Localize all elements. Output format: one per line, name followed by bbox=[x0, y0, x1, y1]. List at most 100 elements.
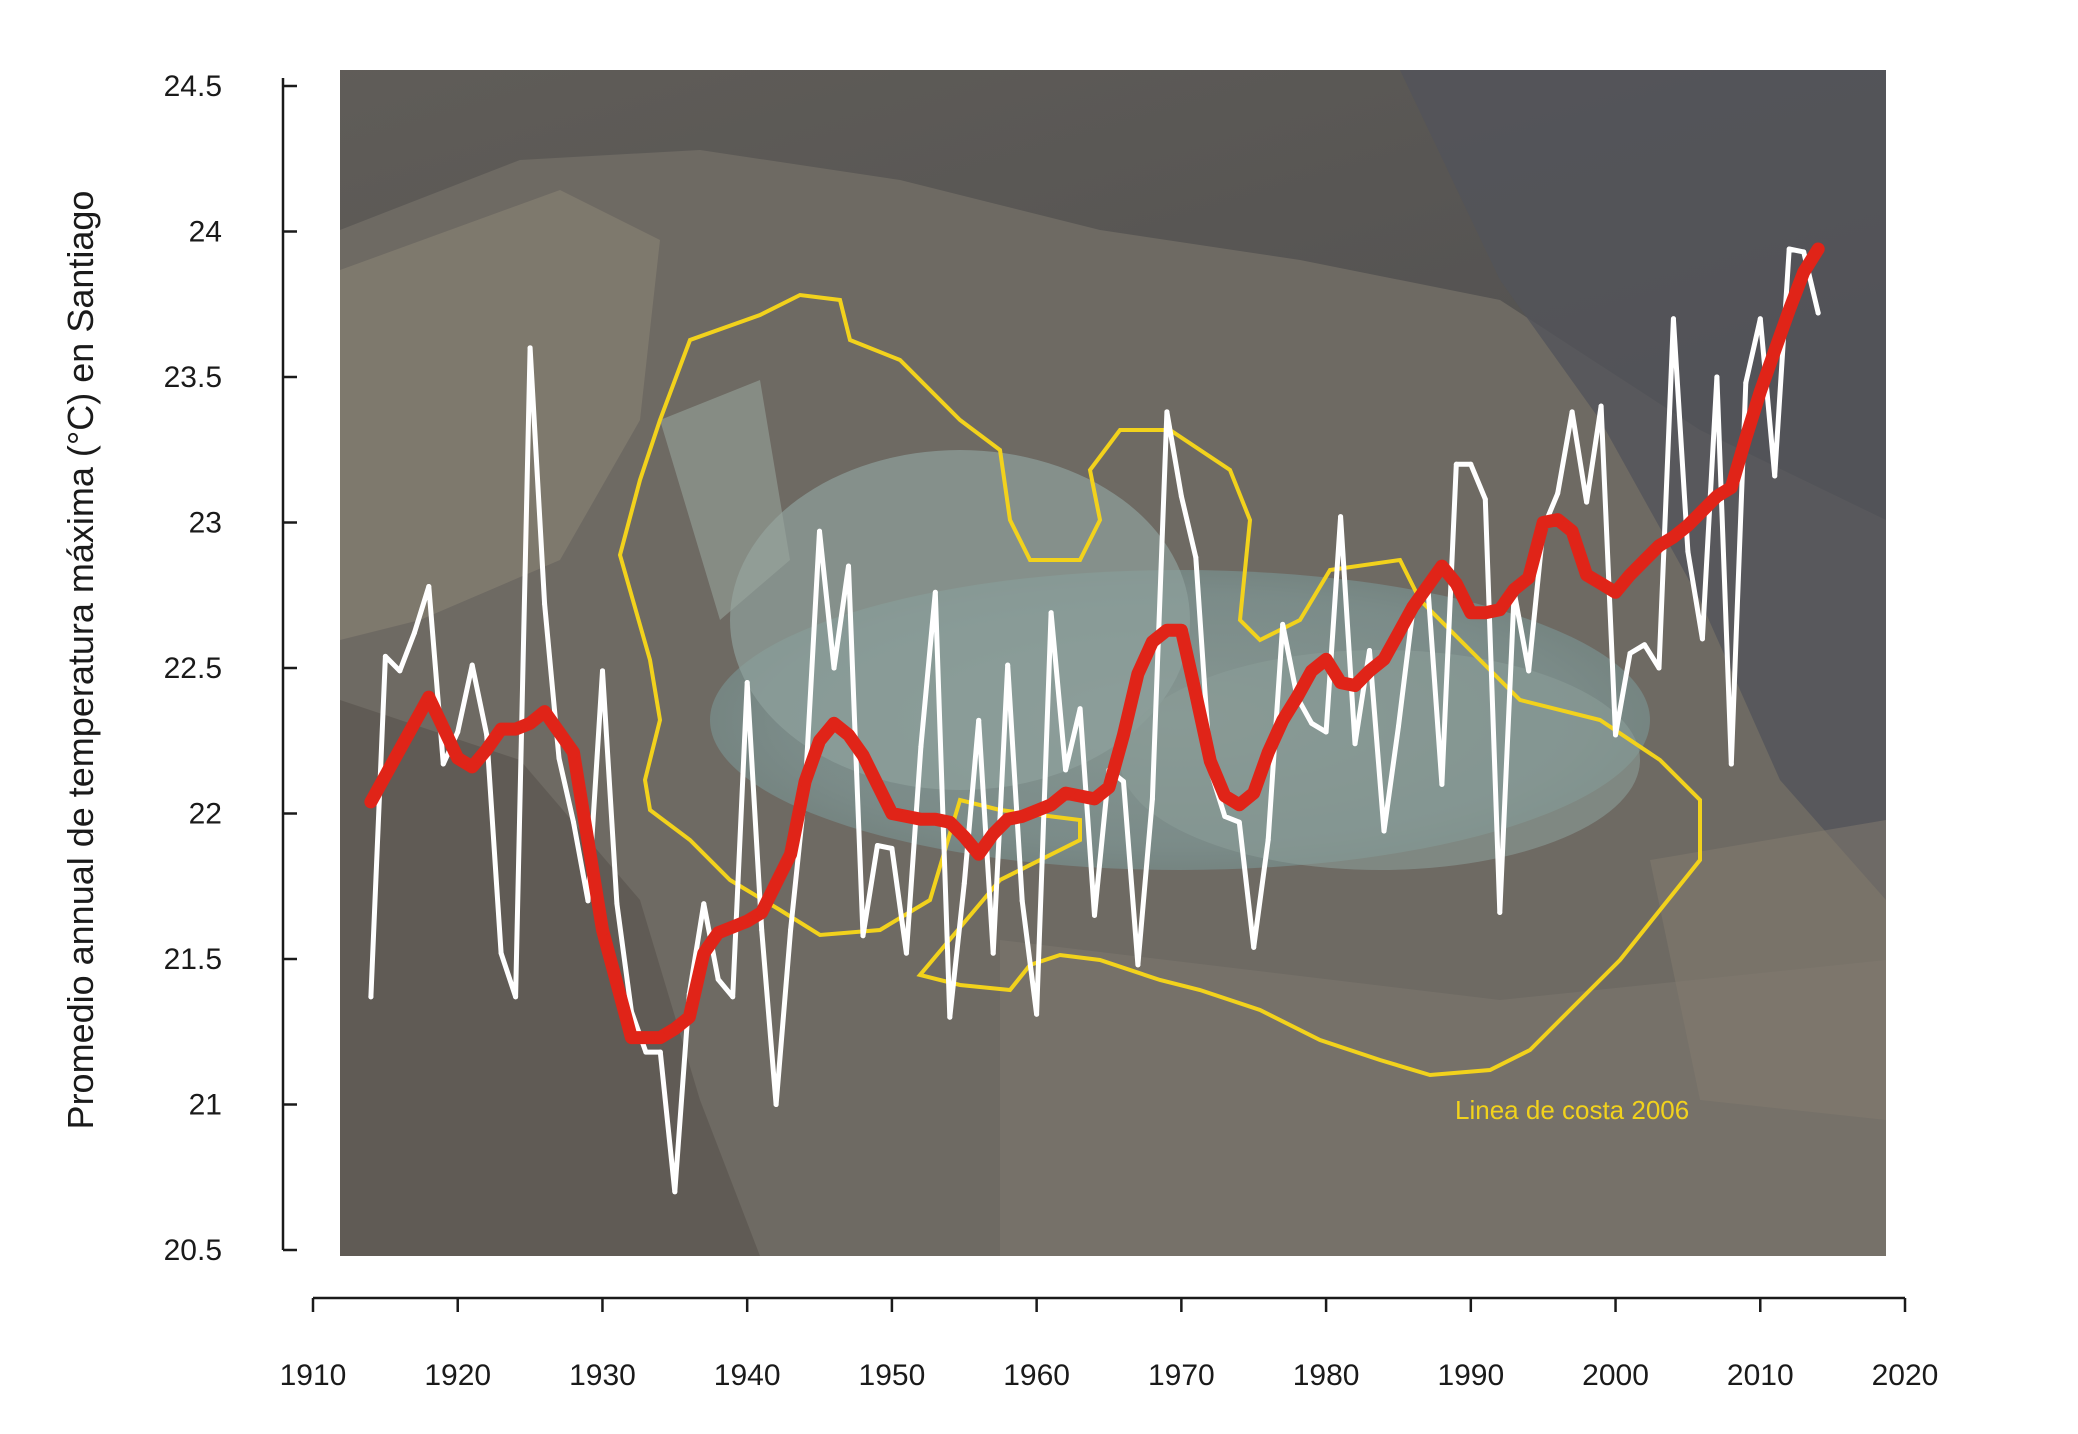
data-point bbox=[1656, 665, 1662, 671]
y-tick-label: 20.5 bbox=[164, 1234, 222, 1267]
data-point bbox=[1338, 514, 1344, 520]
x-tick-label: 1930 bbox=[569, 1359, 636, 1392]
trend-point bbox=[1131, 667, 1144, 680]
y-tick-label: 24.5 bbox=[164, 70, 222, 103]
trend-point bbox=[856, 749, 869, 762]
data-point bbox=[947, 1014, 953, 1020]
y-tick-label: 22.5 bbox=[164, 652, 222, 685]
trend-point bbox=[1638, 554, 1651, 567]
data-point bbox=[715, 976, 721, 982]
x-tick-label: 1910 bbox=[280, 1359, 347, 1392]
data-point bbox=[1222, 813, 1228, 819]
trend-point bbox=[1479, 606, 1492, 619]
x-tick-label: 2020 bbox=[1872, 1359, 1939, 1392]
annotation-layer: Linea de costa 2006 bbox=[1455, 1095, 1689, 1125]
data-point bbox=[513, 994, 519, 1000]
trend-point bbox=[1291, 691, 1304, 704]
trend-point bbox=[1754, 385, 1767, 398]
trend-point bbox=[1464, 606, 1477, 619]
trend-point bbox=[625, 1031, 638, 1044]
trend-point bbox=[1421, 580, 1434, 593]
trend-point bbox=[958, 830, 971, 843]
trend-point bbox=[393, 743, 406, 756]
data-point bbox=[1670, 316, 1676, 322]
data-point bbox=[1265, 837, 1271, 843]
data-point bbox=[1048, 610, 1054, 616]
data-point bbox=[1786, 246, 1792, 252]
data-point bbox=[614, 901, 620, 907]
data-point bbox=[672, 1189, 678, 1195]
data-point bbox=[1453, 461, 1459, 467]
trend-point bbox=[1566, 525, 1579, 538]
trend-point bbox=[524, 717, 537, 730]
data-point bbox=[1193, 554, 1199, 560]
data-point bbox=[874, 843, 880, 849]
data-point bbox=[1728, 761, 1734, 767]
data-point bbox=[744, 680, 750, 686]
data-point bbox=[527, 345, 533, 351]
trend-point bbox=[1696, 504, 1709, 517]
data-point bbox=[1236, 819, 1242, 825]
trend-point bbox=[1117, 728, 1130, 741]
trend-point bbox=[987, 827, 1000, 840]
trend-point bbox=[1812, 242, 1825, 255]
trend-point bbox=[509, 723, 522, 736]
trend-point bbox=[1537, 516, 1550, 529]
trend-point bbox=[799, 775, 812, 788]
data-point bbox=[961, 880, 967, 886]
trend-point bbox=[1305, 664, 1318, 677]
trend-point bbox=[654, 1031, 667, 1044]
x-tick-label: 1960 bbox=[1003, 1359, 1070, 1392]
trend-point bbox=[871, 778, 884, 791]
trend-point bbox=[1349, 679, 1362, 692]
data-point bbox=[1757, 316, 1763, 322]
data-point bbox=[643, 1049, 649, 1055]
x-tick-label: 1990 bbox=[1437, 1359, 1504, 1392]
trend-point bbox=[1363, 664, 1376, 677]
data-point bbox=[1323, 729, 1329, 735]
trend-point bbox=[1146, 635, 1159, 648]
x-tick-label: 1940 bbox=[714, 1359, 781, 1392]
data-point bbox=[585, 898, 591, 904]
trend-point bbox=[885, 807, 898, 820]
trend-point bbox=[1059, 787, 1072, 800]
data-point bbox=[831, 665, 837, 671]
x-tick-label: 2000 bbox=[1582, 1359, 1649, 1392]
trend-point bbox=[668, 1022, 681, 1035]
data-point bbox=[817, 528, 823, 534]
trend-point bbox=[828, 717, 841, 730]
data-point bbox=[1598, 403, 1604, 409]
data-point bbox=[426, 584, 432, 590]
x-tick-label: 1980 bbox=[1293, 1359, 1360, 1392]
data-point bbox=[1699, 636, 1705, 642]
y-axis-title: Promedio annual de temperatura máxima (°… bbox=[60, 191, 101, 1130]
y-tick-label: 23.5 bbox=[164, 361, 222, 394]
data-point bbox=[1714, 374, 1720, 380]
data-point bbox=[1482, 496, 1488, 502]
trend-point bbox=[1377, 653, 1390, 666]
trend-point bbox=[364, 795, 377, 808]
data-point bbox=[773, 1102, 779, 1107]
trend-point bbox=[538, 705, 551, 718]
data-point bbox=[889, 845, 895, 851]
data-point bbox=[918, 744, 924, 750]
trend-point bbox=[1710, 490, 1723, 503]
trend-point bbox=[1160, 624, 1173, 637]
trend-point bbox=[1189, 688, 1202, 701]
trend-point bbox=[770, 877, 783, 890]
trend-point bbox=[1247, 787, 1260, 800]
data-point bbox=[1685, 549, 1691, 555]
trend-point bbox=[1001, 813, 1014, 826]
trend-point bbox=[567, 746, 580, 759]
data-point bbox=[1251, 944, 1257, 950]
trend-point bbox=[1652, 539, 1665, 552]
data-point bbox=[1164, 409, 1170, 415]
data-point bbox=[469, 662, 475, 668]
data-point bbox=[1627, 650, 1633, 656]
trend-point bbox=[741, 915, 754, 928]
data-point bbox=[657, 1049, 663, 1055]
data-point bbox=[599, 668, 605, 674]
trend-point bbox=[914, 813, 927, 826]
trend-point bbox=[712, 926, 725, 939]
data-point bbox=[1743, 380, 1749, 386]
